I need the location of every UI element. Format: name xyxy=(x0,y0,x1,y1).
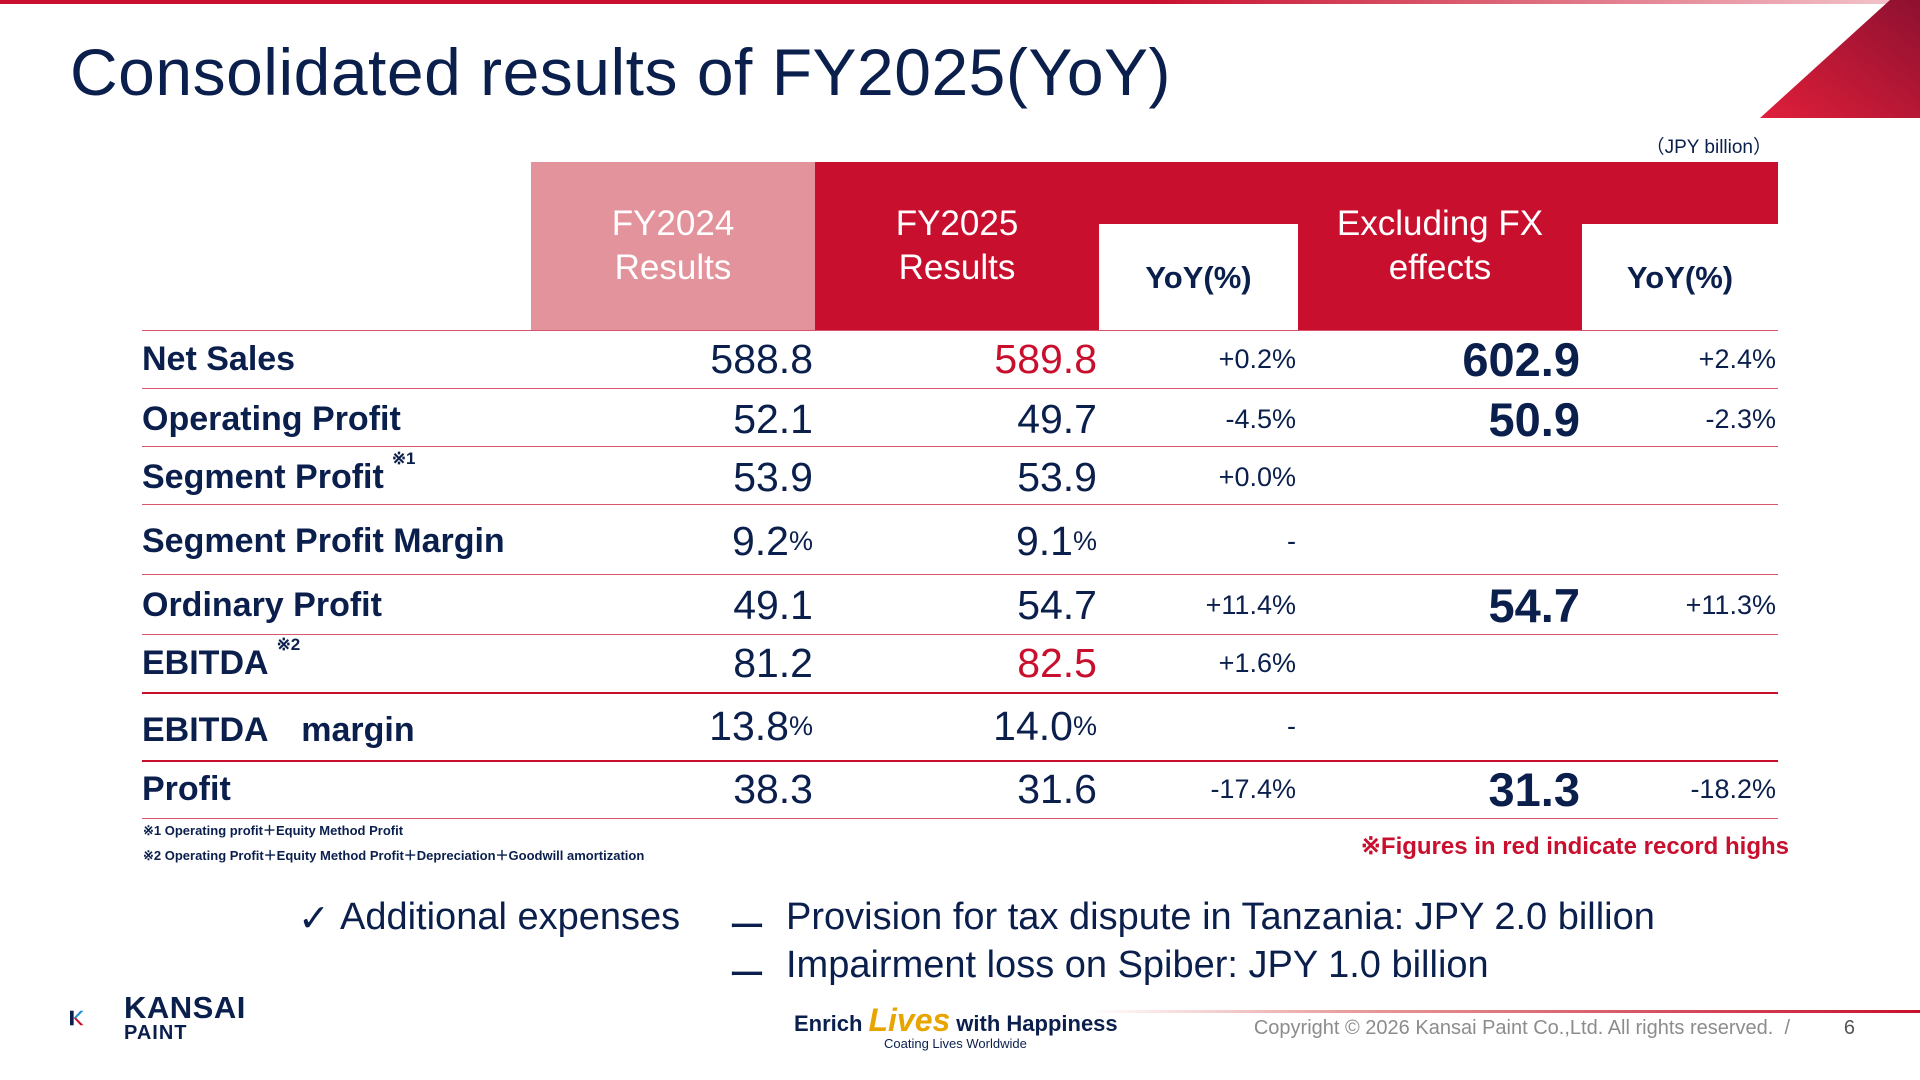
footnote-2: ※2 Operating Profit＋Equity Method Profit… xyxy=(143,848,645,863)
yoy-value: +0.2% xyxy=(1218,343,1296,374)
row-label: EBITDA margin xyxy=(142,710,415,749)
excluding-fx-yoy-value: +11.3% xyxy=(1685,589,1776,620)
yoy-value: -17.4% xyxy=(1210,773,1296,804)
yoy-value: +0.0% xyxy=(1218,461,1296,492)
yoy-value: -4.5% xyxy=(1225,403,1296,434)
table-row: Segment Profit ※1 53.9 53.9 +0.0% xyxy=(142,448,1778,506)
excluding-fx-value: 54.7 xyxy=(1488,578,1580,632)
row-label: Segment Profit ※1 xyxy=(142,449,416,496)
fy2024-value: 81.2 xyxy=(733,639,813,686)
row-divider xyxy=(142,388,1778,389)
fy2024-value: 38.3 xyxy=(733,765,813,812)
copyright: Copyright © 2026 Kansai Paint Co.,Ltd. A… xyxy=(1253,1017,1790,1039)
excluding-fx-yoy-value: -2.3% xyxy=(1705,403,1776,434)
record-highs-note: ※Figures in red indicate record highs xyxy=(1360,833,1789,860)
logo-line2: PAINT xyxy=(124,1022,188,1044)
row-divider xyxy=(142,504,1778,505)
row-divider xyxy=(142,574,1778,575)
slogan-subtitle: Coating Lives Worldwide xyxy=(884,1036,1027,1051)
expense-item: Provision for tax dispute in Tanzania: J… xyxy=(786,896,1655,938)
fy2025-value: 82.5 xyxy=(1017,639,1097,686)
yoy-value: - xyxy=(1287,525,1296,556)
fy2025-value: 53.9 xyxy=(1017,453,1097,500)
expense-item: Impairment loss on Spiber: JPY 1.0 billi… xyxy=(786,944,1489,986)
yoy-value: - xyxy=(1287,710,1296,741)
fy2024-value: 9.2% xyxy=(731,517,813,564)
header-fy2025: FY2025 Results xyxy=(815,162,1099,330)
kansai-logo-icon xyxy=(70,1010,84,1026)
row-label: Profit xyxy=(142,769,231,808)
row-divider xyxy=(142,760,1778,762)
dash-icon: ー xyxy=(728,907,767,949)
row-divider xyxy=(142,634,1778,635)
row-label: EBITDA ※2 xyxy=(142,635,301,682)
excluding-fx-yoy-value: -18.2% xyxy=(1690,773,1776,804)
row-divider xyxy=(142,446,1778,447)
fy2025-value: 589.8 xyxy=(994,335,1097,382)
page-number: 6 xyxy=(1843,1017,1855,1039)
row-divider xyxy=(142,330,1778,331)
table-row: Operating Profit 52.1 49.7 -4.5% 50.9 -2.3% xyxy=(142,390,1778,448)
excluding-fx-value: 50.9 xyxy=(1488,392,1580,446)
table-row: EBITDA margin 13.8% 14.0% - xyxy=(142,692,1778,760)
footnote-marker: ※1 xyxy=(391,449,416,468)
row-divider xyxy=(142,818,1778,819)
fy2025-value: 49.7 xyxy=(1017,395,1097,442)
row-label: Ordinary Profit xyxy=(142,585,382,624)
unit-label: （JPY billion） xyxy=(1645,137,1772,158)
table-row: Ordinary Profit 49.1 54.7 +11.4% 54.7 +11.3% xyxy=(142,576,1778,634)
page-title: Consolidated results of FY2025(YoY) xyxy=(70,35,1172,109)
row-label: Operating Profit xyxy=(142,399,401,438)
logo-line1: KANSAI xyxy=(124,990,246,1025)
fy2024-value: 49.1 xyxy=(733,581,813,628)
row-label: Segment Profit Margin xyxy=(142,521,505,560)
excluding-fx-value: 31.3 xyxy=(1488,762,1580,816)
yoy-value: +11.4% xyxy=(1205,589,1296,620)
header-yoy-exfx: YoY(%) xyxy=(1582,162,1778,330)
footnote-1: ※1 Operating profit＋Equity Method Profit xyxy=(143,823,404,838)
footnote-marker: ※2 xyxy=(276,635,301,654)
fy2025-value: 9.1% xyxy=(1015,517,1097,564)
header-yoy: YoY(%) xyxy=(1099,162,1298,330)
table-row: Net Sales 588.8 589.8 +0.2% 602.9 +2.4% xyxy=(142,330,1778,388)
row-label: Net Sales xyxy=(142,339,296,378)
excluding-fx-value: 602.9 xyxy=(1462,332,1580,386)
header-fy2024: FY2024 Results xyxy=(531,162,815,330)
table-row: EBITDA ※2 81.2 82.5 +1.6% xyxy=(142,634,1778,692)
footer-line xyxy=(1090,1010,1920,1013)
yoy-value: +1.6% xyxy=(1218,647,1296,678)
dash-icon: ー xyxy=(728,955,767,997)
header-excluding-fx: Excluding FX effects xyxy=(1298,162,1582,330)
fy2024-value: 588.8 xyxy=(710,335,813,382)
corner-decoration xyxy=(1760,0,1920,118)
fy2025-value: 54.7 xyxy=(1017,581,1097,628)
check-mark-icon: ✓ xyxy=(298,898,330,940)
fy2025-value: 31.6 xyxy=(1017,765,1097,812)
table-row: Profit 38.3 31.6 -17.4% 31.3 -18.2% xyxy=(142,760,1778,818)
row-divider xyxy=(142,692,1778,694)
fy2024-value: 13.8% xyxy=(709,702,813,749)
fy2024-value: 53.9 xyxy=(733,453,813,500)
table-row: Segment Profit Margin 9.2% 9.1% - xyxy=(142,506,1778,576)
fy2024-value: 52.1 xyxy=(733,395,813,442)
additional-expenses-heading: Additional expenses xyxy=(340,896,681,938)
excluding-fx-yoy-value: +2.4% xyxy=(1698,343,1776,374)
fy2025-value: 14.0% xyxy=(993,702,1097,749)
slogan: Enrich Lives with Happiness xyxy=(794,1002,1118,1038)
top-accent-line xyxy=(0,0,1920,4)
